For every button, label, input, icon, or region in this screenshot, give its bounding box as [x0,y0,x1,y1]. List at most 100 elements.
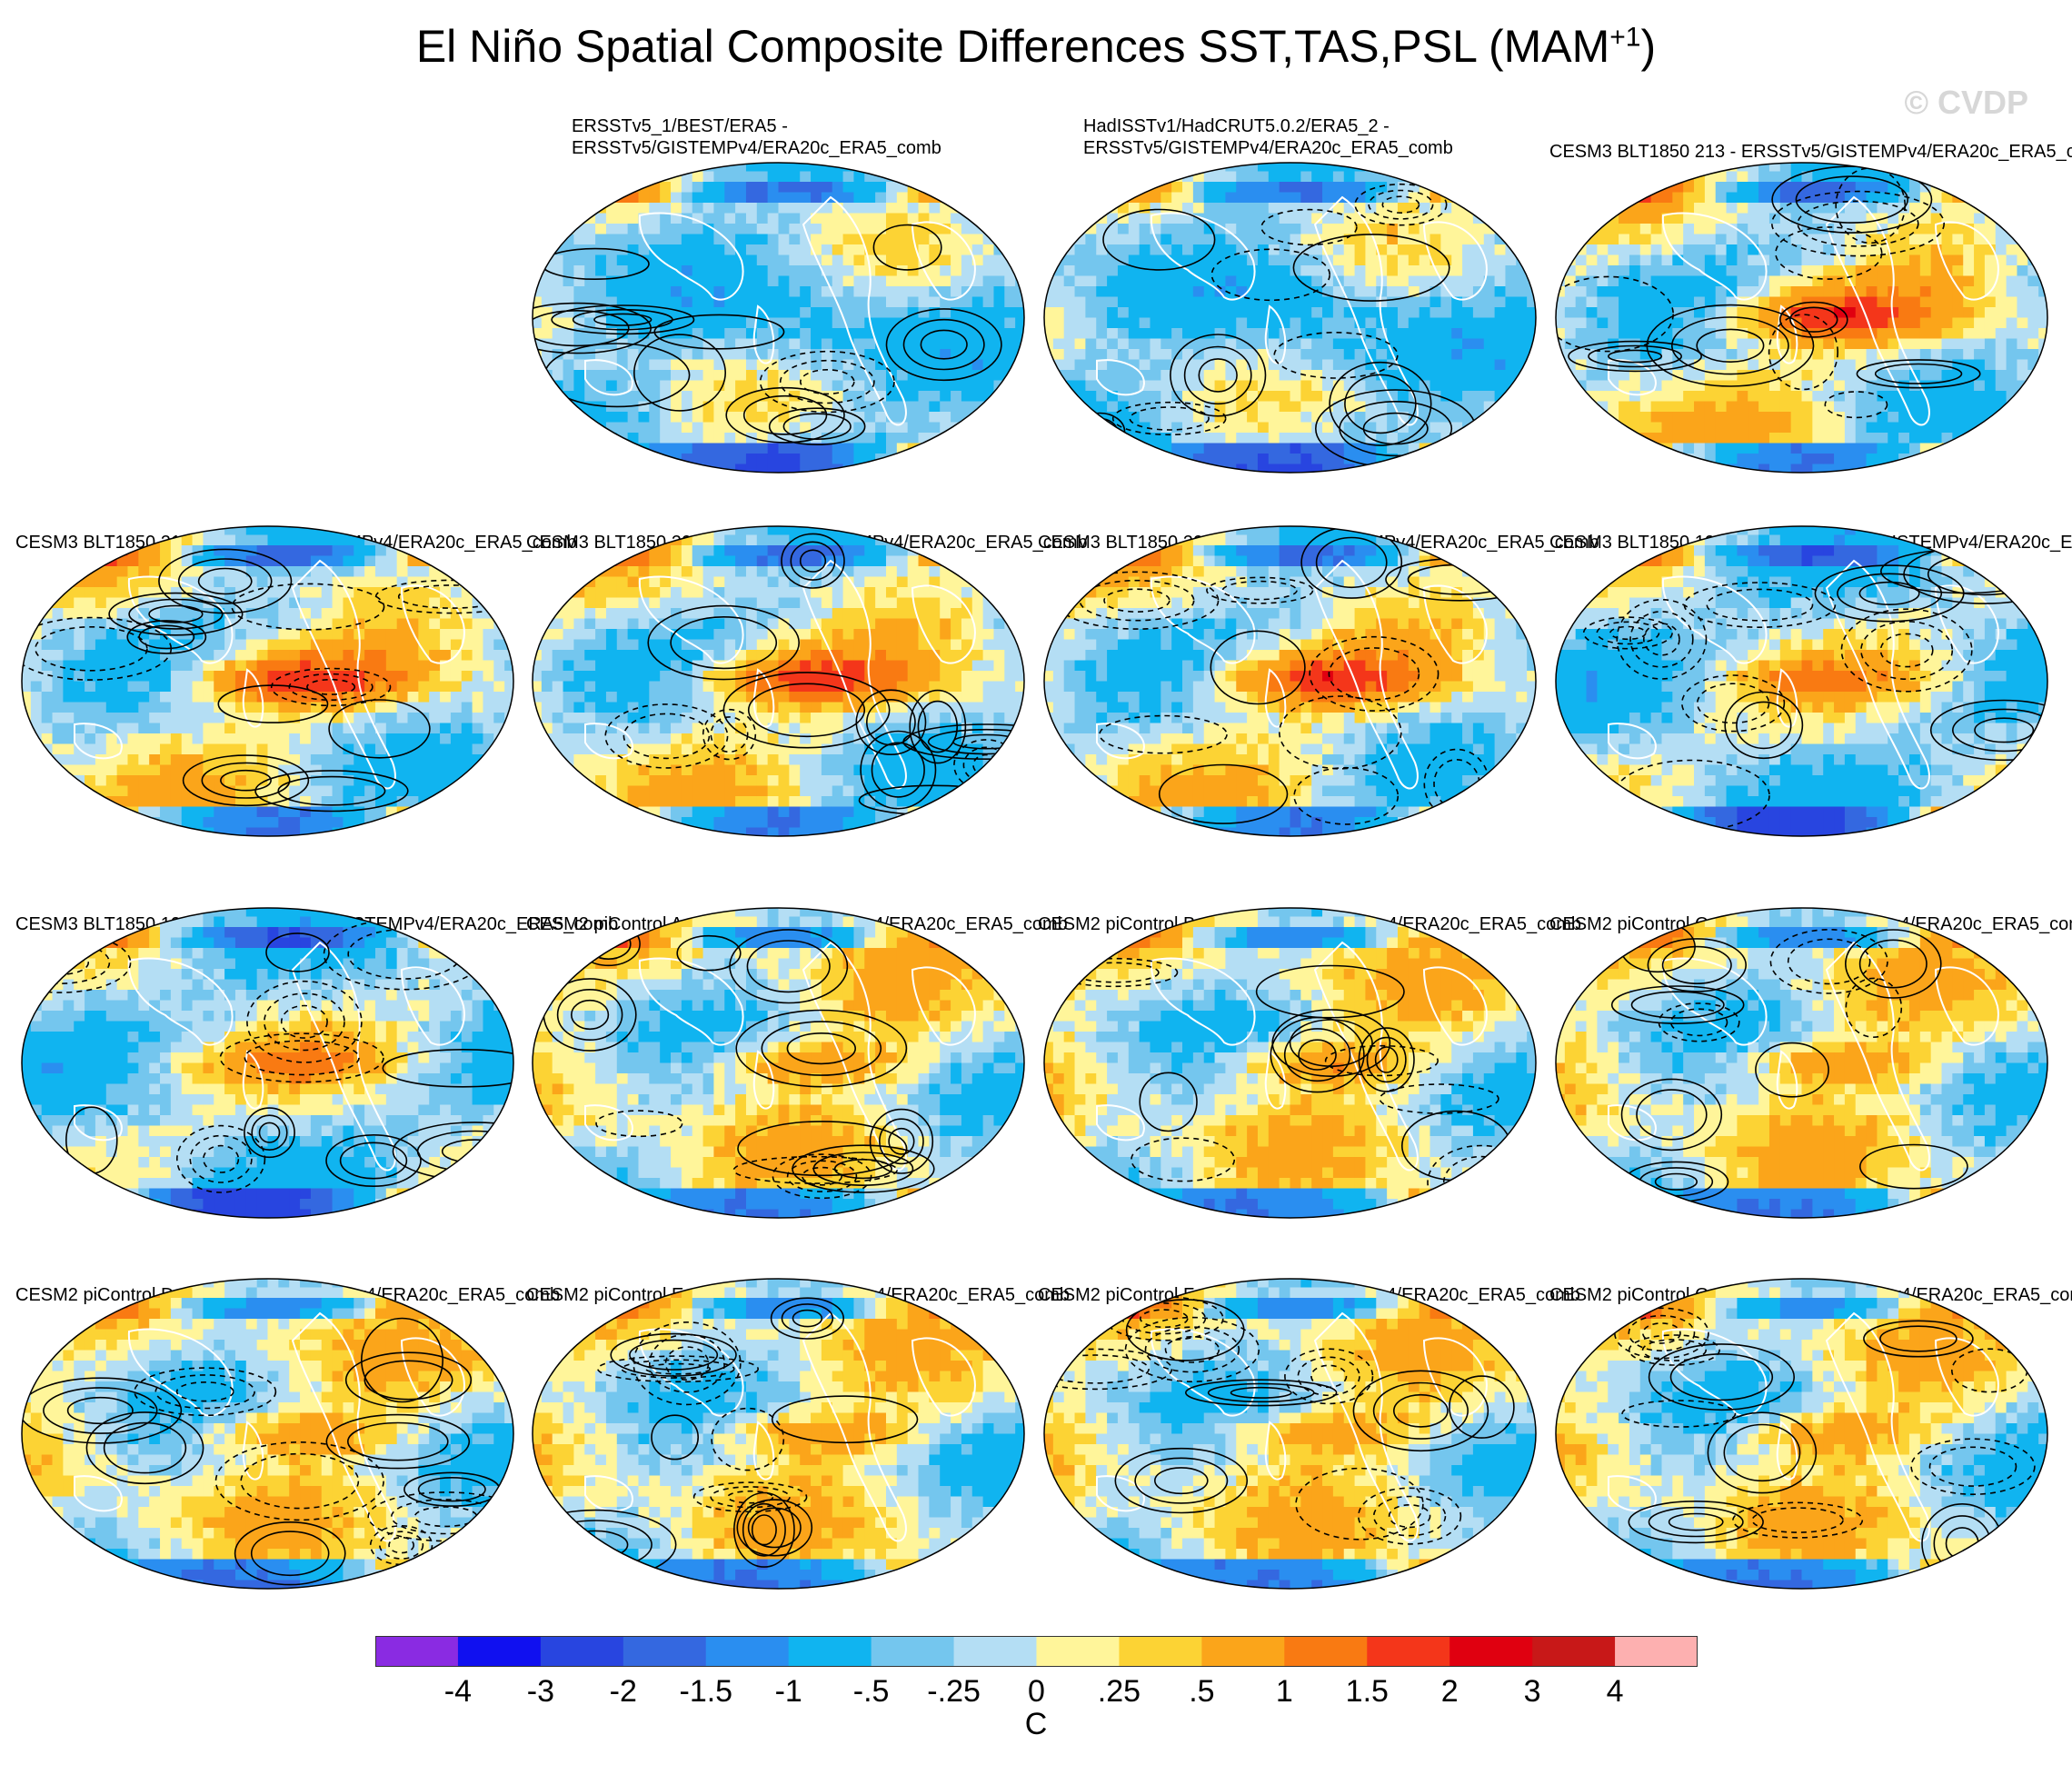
psl-contour [869,1108,934,1174]
psl-contour [339,1142,408,1180]
psl-contour [1139,1072,1198,1132]
psl-contour [533,310,630,347]
psl-contour [761,1021,882,1076]
psl-contour [1358,1027,1415,1092]
psl-contour [367,1491,513,1542]
colorbar-tick-label: .25 [1082,1674,1155,1710]
psl-contour [1140,1309,1189,1329]
psl-contour [610,1332,737,1377]
psl-contour [1255,964,1405,1019]
psl-contour [927,728,1024,755]
watermark: © CVDP [1904,84,2028,122]
psl-contour [1668,1512,1724,1531]
map-panel [531,161,1026,474]
colorbar-tick-label: .5 [1165,1674,1238,1710]
psl-contour [871,742,925,798]
psl-contour [1654,1172,1698,1191]
psl-contour [1630,991,1725,1019]
psl-contour [782,413,852,441]
psl-contour [781,533,845,589]
map-panel [531,524,1026,838]
psl-contour [865,699,916,746]
psl-contour [604,703,729,769]
colorbar-tick-label: 2 [1413,1674,1486,1710]
panel-title: CESM3 BLT1850 213 - ERSSTv5/GISTEMPv4/ER… [1549,141,2072,163]
psl-contour [1669,1353,1774,1401]
psl-contour [22,1377,183,1444]
map-panel [1554,524,2049,838]
psl-contour [220,769,272,792]
colorbar [375,1636,1698,1667]
psl-contour [1392,1393,1449,1428]
psl-contour [148,604,204,623]
psl-contour [254,770,409,813]
psl-contour [902,318,985,371]
psl-contour [182,754,310,807]
colorbar-swatch [1036,1636,1120,1667]
psl-contour [176,1124,266,1193]
psl-contour [1372,1381,1469,1440]
colorbar-swatch [457,1636,542,1667]
map-panel [1554,906,2049,1220]
map-border [532,907,1025,1219]
psl-contour [772,1153,872,1200]
psl-contour [1609,625,1647,641]
map-panel [1042,906,1538,1220]
psl-contour [621,1359,735,1379]
psl-contour [792,1144,935,1193]
psl-contour [1874,363,1963,384]
psl-contour [1844,929,1942,999]
psl-contour [1352,1370,1489,1452]
psl-contour [692,1481,808,1513]
psl-contour [747,1507,802,1549]
psl-contour [742,394,828,435]
psl-contour [1292,234,1450,302]
psl-contour [792,1309,823,1328]
map-panel [1042,1277,1538,1590]
psl-contour [1775,226,1883,280]
map-border [1043,907,1537,1219]
shaded-field [1556,908,2047,1218]
psl-contour [22,932,132,993]
psl-contour [1669,1008,1728,1037]
colorbar-tick-label: 1.5 [1330,1674,1403,1710]
psl-contour [1629,611,1694,668]
psl-contour [1144,1326,1240,1373]
psl-contour [234,1521,346,1586]
psl-contour [1114,1447,1249,1514]
psl-contour [1284,1348,1374,1405]
psl-contour [629,1339,719,1371]
colorbar-swatch [1119,1636,1202,1667]
psl-contour [1789,306,1838,333]
psl-contour [1278,695,1402,770]
psl-contour [1125,1299,1245,1361]
colorbar-swatch [1532,1636,1616,1667]
psl-contour [244,1107,295,1159]
psl-contour [1270,1016,1365,1093]
psl-contour [779,359,875,404]
psl-contour [1610,985,1745,1025]
psl-contour [1358,1487,1462,1545]
psl-contour [1647,938,1748,992]
map-panel [1042,161,1538,474]
psl-contour [1620,1078,1723,1152]
psl-contour [790,541,836,581]
psl-contour [1154,1467,1209,1495]
psl-contour [1170,334,1267,417]
psl-contour [325,1134,422,1188]
psl-contour [1368,189,1434,220]
psl-contour [288,673,374,701]
psl-contour [1863,1320,1974,1358]
psl-contour [1354,183,1448,226]
psl-contour [676,934,742,972]
psl-contour [1824,391,1888,419]
psl-contour [1449,1375,1515,1439]
psl-contour [751,1514,777,1546]
psl-contour [1755,1042,1829,1098]
psl-contour [1681,674,1786,733]
psl-contour [1568,340,1702,373]
psl-contour [1134,1457,1229,1504]
psl-contour [1879,633,1934,668]
psl-contour [1044,1354,1150,1384]
psl-contour [771,1395,919,1444]
